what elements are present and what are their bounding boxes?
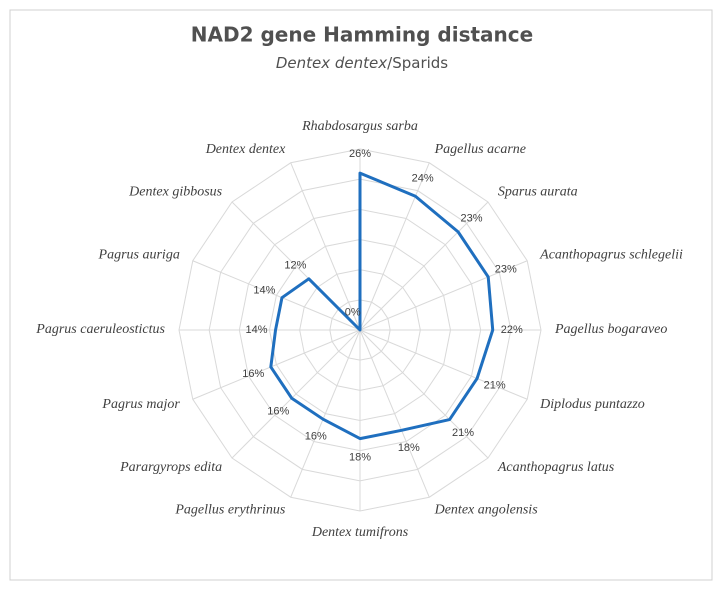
category-label: Sparus aurata [498,184,578,199]
value-label: 16% [267,406,289,418]
category-label: Pagrus major [101,397,180,412]
spoke [359,260,528,331]
spoke [192,329,361,400]
value-label: 24% [412,173,434,185]
value-label: 14% [246,324,268,336]
spoke [192,260,361,331]
value-label: 0% [345,306,361,318]
category-label: Dentex dentex [205,142,286,157]
spoke [359,329,489,459]
value-label: 21% [452,427,474,439]
value-label: 16% [305,431,327,443]
subtitle-part: Dentex dentex [276,54,387,72]
subtitle-part: /Sparids [387,54,448,72]
value-label: 23% [461,212,483,224]
category-label: Dentex angolensis [434,502,539,517]
radar-line [269,171,495,441]
spoke [359,162,430,331]
value-label: 21% [484,380,506,392]
value-label: 22% [501,324,523,336]
spoke [359,201,489,331]
category-label: Pagellus bogaraveo [554,322,667,337]
spoke [231,329,361,459]
spoke [290,329,361,498]
category-label: Acanthopagrus latus [497,460,615,475]
value-label: 14% [253,284,275,296]
category-label: Acanthopagrus schlegelii [539,248,683,263]
category-label: Rhabdosargus sarba [301,119,418,134]
value-label: 16% [242,368,264,380]
category-label: Pagellus acarne [434,142,526,157]
category-label: Pagellus erythrinus [174,502,286,517]
category-label: Dentex gibbosus [128,184,222,199]
value-label: 18% [349,452,371,464]
chart-title: NAD2 gene Hamming distance [191,23,533,47]
category-label: Parargyrops edita [119,460,222,475]
category-label: Pagrus caeruleostictus [35,322,165,337]
category-label: Diplodus puntazzo [539,397,645,412]
spoke [359,329,430,498]
category-label: Pagrus auriga [98,248,180,263]
value-label: 23% [495,264,517,276]
value-label: 12% [284,259,306,271]
value-label: 26% [349,148,371,160]
chart-subtitle: Dentex dentex/Sparids [276,54,448,72]
spoke [290,162,361,331]
spoke [359,329,528,400]
value-label: 18% [398,442,420,454]
category-label: Dentex tumifrons [311,525,409,540]
